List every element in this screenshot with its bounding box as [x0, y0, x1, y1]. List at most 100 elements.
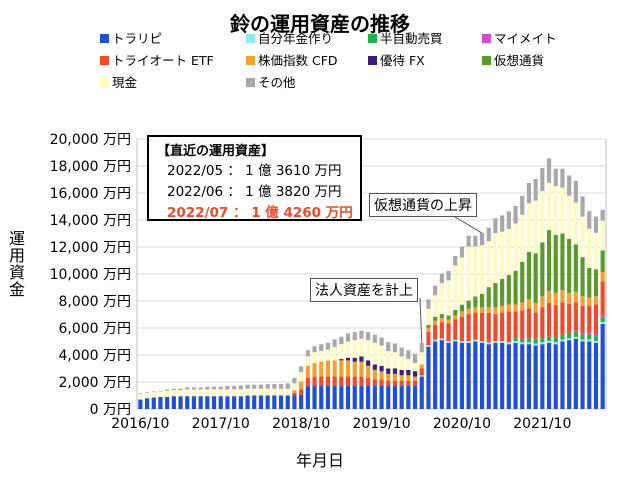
bar-segment: [198, 387, 203, 390]
bar-segment: [493, 341, 498, 343]
bar-segment: [359, 376, 364, 387]
y-tick-label: 6,000 万円: [58, 321, 131, 337]
bar-segment: [191, 396, 197, 409]
bar-segment: [426, 308, 431, 326]
bar-segment: [372, 334, 377, 343]
bar-segment: [567, 303, 572, 334]
bar-segment: [299, 366, 304, 372]
bar-segment: [580, 296, 585, 306]
bar-segment: [252, 388, 257, 396]
bar-segment: [265, 395, 270, 409]
bar-segment: [312, 363, 317, 377]
bar-segment: [165, 390, 170, 397]
bar-segment: [479, 342, 485, 409]
bar-segment: [439, 322, 444, 339]
x-tick-label: 2017/10: [192, 416, 250, 432]
bar-segment: [412, 386, 418, 409]
bar-segment: [285, 388, 290, 396]
x-tick-label: 2020/10: [433, 416, 491, 432]
bar-segment: [526, 251, 532, 300]
bar-segment: [593, 269, 599, 297]
bar-segment: [466, 246, 471, 301]
bar-segment: [587, 332, 592, 335]
bar-segment: [305, 356, 310, 366]
bar-segment: [500, 215, 505, 232]
bar-segment: [580, 334, 585, 340]
bar-segment: [587, 341, 592, 409]
bar-segment: [493, 307, 498, 315]
bar-segment: [285, 395, 290, 409]
bar-segment: [553, 234, 558, 293]
bar-segment: [439, 314, 444, 319]
bar-segment: [392, 352, 398, 369]
legend-swatch: [100, 78, 109, 87]
bar-segment: [506, 304, 511, 312]
bar-segment: [165, 396, 170, 409]
bar-segment: [218, 386, 223, 390]
bar-segment: [533, 343, 538, 346]
bar-segment: [479, 233, 485, 246]
legend-label: その他: [258, 75, 296, 90]
bar-segment: [386, 342, 391, 351]
bar-segment: [339, 360, 344, 377]
legend-item: 優待 FX: [368, 50, 425, 69]
bar-segment: [560, 233, 565, 291]
bar-segment: [426, 345, 431, 347]
bar-segment: [198, 389, 203, 397]
bar-segment: [473, 235, 478, 247]
annotation-leader: [449, 213, 483, 234]
bar-segment: [339, 344, 344, 360]
legend-label: マイメイト: [494, 31, 557, 46]
bar-segment: [520, 302, 525, 311]
bar-segment: [305, 365, 310, 378]
bar-segment: [312, 376, 317, 387]
bar-segment: [459, 304, 465, 312]
bar-segment: [171, 396, 176, 409]
bar-segment: [459, 257, 465, 305]
bar-segment: [526, 183, 532, 204]
bar-segment: [473, 246, 478, 297]
bar-segment: [593, 296, 599, 305]
bar-segment: [399, 356, 404, 370]
bar-segment: [426, 299, 431, 309]
bar-segment: [526, 338, 532, 343]
bar-segment: [573, 302, 578, 331]
bar-segment: [292, 395, 297, 409]
bar-segment: [600, 209, 605, 221]
bar-segment: [479, 245, 485, 294]
bar-segment: [225, 396, 230, 409]
latest-assets-line: 2022/06 ： 1 億 3820 万円: [167, 184, 342, 200]
bar-segment: [392, 386, 398, 409]
bar-segment: [185, 387, 190, 390]
bar-segment: [593, 336, 599, 341]
bar-segment: [520, 195, 525, 215]
bar-segment: [433, 339, 438, 342]
bar-segment: [433, 285, 438, 296]
bar-segment: [352, 332, 357, 341]
bar-segment: [232, 389, 237, 397]
bar-segment: [406, 350, 411, 360]
bar-segment: [165, 389, 170, 391]
y-tick-label: 12,000 万円: [50, 240, 131, 256]
y-tick-label: 18,000 万円: [50, 159, 131, 175]
bar-segment: [433, 341, 438, 409]
bar-segment: [600, 250, 605, 272]
bar-segment: [386, 350, 391, 369]
bar-segment: [232, 396, 237, 409]
bar-segment: [466, 235, 471, 247]
bar-segment: [399, 380, 404, 387]
bar-segment: [513, 223, 518, 271]
bar-segment: [560, 290, 565, 303]
bar-segment: [412, 380, 418, 387]
legend-swatch: [246, 34, 255, 43]
bar-segment: [426, 331, 431, 346]
bar-segment: [573, 338, 578, 409]
bar-segment: [513, 311, 518, 339]
bar-segment: [500, 278, 505, 306]
bar-segment: [446, 323, 451, 342]
bar-segment: [600, 271, 605, 282]
bar-segment: [392, 373, 398, 381]
bar-segment: [466, 314, 471, 342]
bar-segment: [593, 342, 599, 409]
